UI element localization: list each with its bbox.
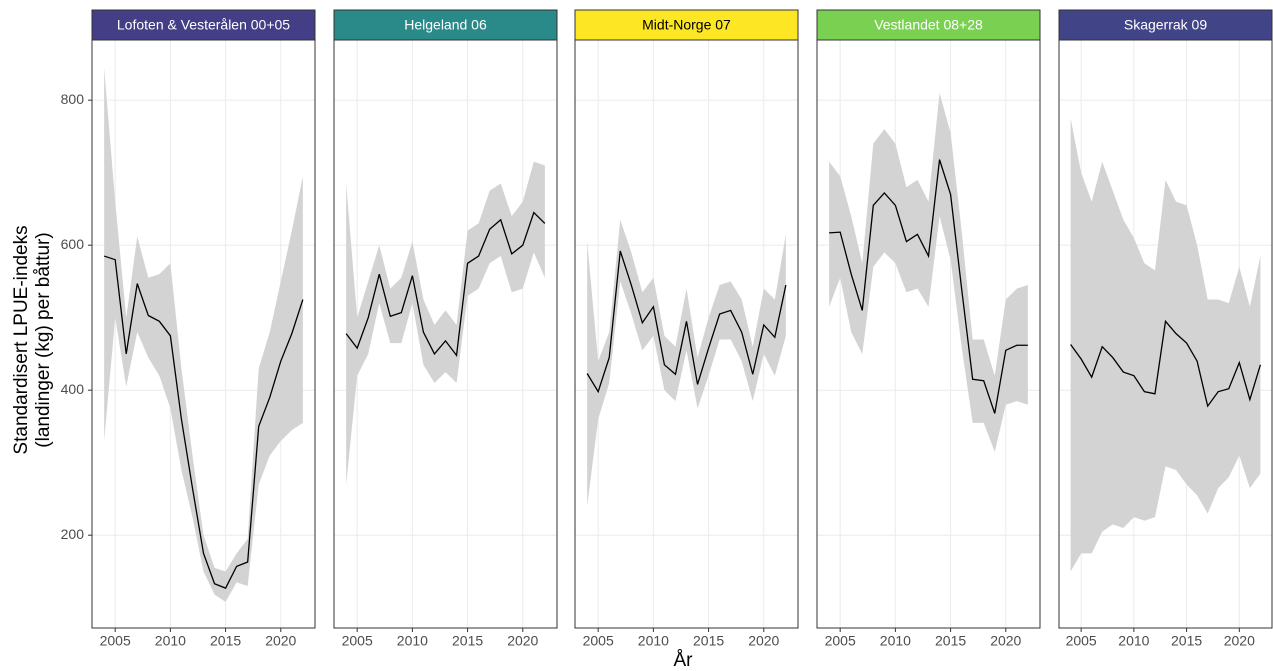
line	[103, 255, 304, 589]
y-axis-title: (landinger (kg) per båttur)	[33, 232, 54, 447]
x-tick-label: 2005	[342, 633, 373, 649]
confidence-band	[346, 161, 545, 485]
y-tick-label: 800	[61, 91, 85, 107]
x-tick-label: 2010	[638, 633, 669, 649]
confidence-band	[104, 67, 303, 602]
x-tick-label: 2020	[265, 633, 296, 649]
x-tick-label: 2015	[452, 633, 483, 649]
line	[1070, 319, 1262, 408]
strip	[574, 9, 799, 41]
x-tick-label: 2020	[748, 633, 779, 649]
strip-title: Skagerrak 09	[1124, 17, 1207, 33]
x-tick-label: 2020	[990, 633, 1021, 649]
x-tick-label: 2010	[397, 633, 428, 649]
x-tick-label: 2005	[583, 633, 614, 649]
confidence-band	[829, 92, 1028, 452]
strip	[816, 9, 1041, 41]
strip-title: Midt-Norge 07	[642, 17, 731, 33]
x-tick-label: 2020	[507, 633, 538, 649]
y-tick-label: 600	[61, 236, 85, 252]
x-tick-label: 2015	[693, 633, 724, 649]
x-tick-label: 2010	[155, 633, 186, 649]
confidence-band	[1070, 118, 1261, 572]
strip	[1058, 9, 1273, 41]
x-tick-label: 2010	[880, 633, 911, 649]
x-tick-label: 2005	[825, 633, 856, 649]
y-axis-title: Standardisert LPUE-indeks	[11, 225, 32, 454]
line	[829, 159, 1028, 414]
strip-title: Helgeland 06	[404, 17, 487, 33]
line	[345, 211, 546, 358]
x-tick-label: 2020	[1224, 633, 1255, 649]
y-tick-label: 400	[61, 381, 85, 397]
x-tick-label: 2005	[100, 633, 131, 649]
strip	[333, 9, 558, 41]
y-tick-label: 200	[61, 526, 85, 542]
confidence-band	[587, 219, 786, 507]
x-axis-title: År	[674, 650, 694, 671]
strip	[91, 9, 316, 41]
x-tick-label: 2015	[1171, 633, 1202, 649]
strip-title: Lofoten & Vesterålen 00+05	[117, 17, 290, 33]
x-tick-label: 2010	[1118, 633, 1149, 649]
x-tick-label: 2015	[935, 633, 966, 649]
strip-title: Vestlandet 08+28	[874, 17, 983, 33]
line	[586, 250, 787, 394]
x-tick-label: 2005	[1066, 633, 1097, 649]
x-tick-label: 2015	[210, 633, 241, 649]
